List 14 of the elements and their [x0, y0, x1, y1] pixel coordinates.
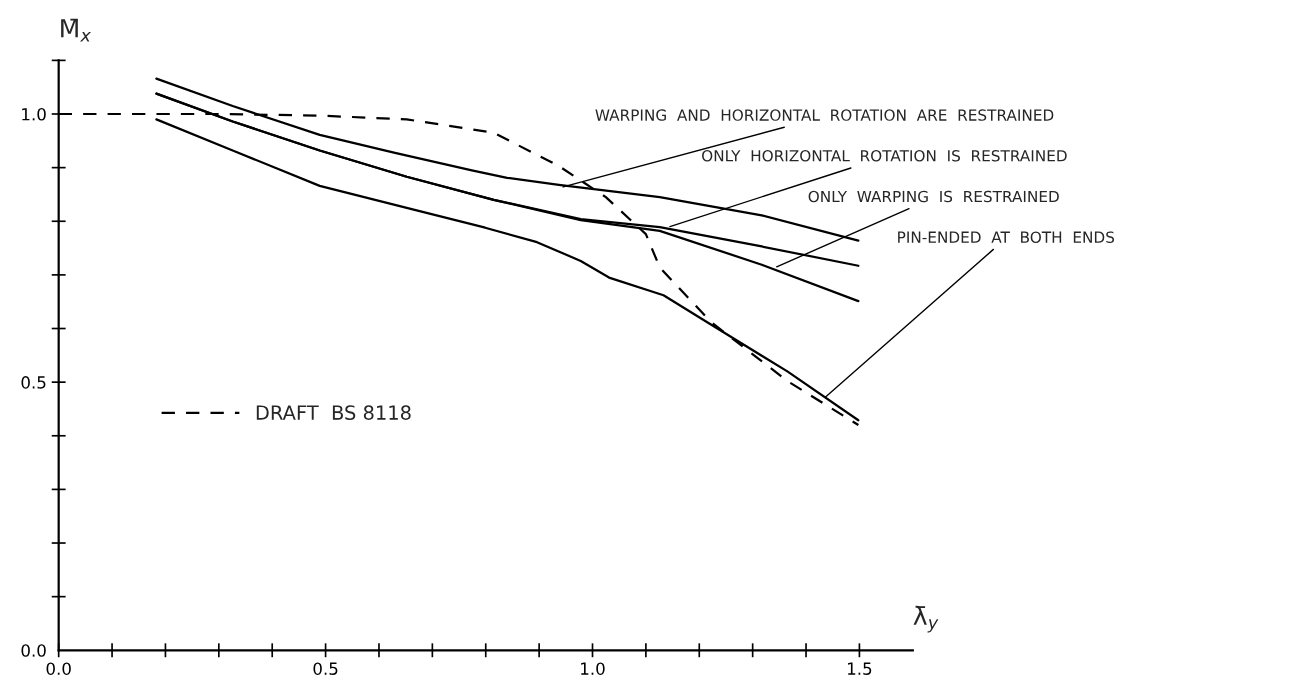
y-axis-title: M̄$_{x}$ — [61, 18, 91, 42]
y-tick-label: 0.5 — [21, 376, 46, 389]
x-tick-label: 1.5 — [848, 662, 872, 675]
x-axis-title: λ̄$_{y}$ — [913, 605, 939, 633]
annotation: ONLY WARPING IS RESTRAINED — [808, 190, 1059, 203]
annotation: ONLY HORIZONTAL ROTATION IS RESTRAINED — [702, 150, 1067, 162]
annotation: WARPING AND HORIZONTAL ROTATION ARE RESTRAINED — [595, 109, 1054, 121]
x-tick-label: 1.0 — [581, 662, 605, 675]
y-tick-label: 0.0 — [21, 644, 46, 657]
legend-label: DRAFT BS 8118 — [256, 405, 411, 420]
x-tick-label: 0.5 — [313, 662, 338, 675]
annotation: PIN-ENDED AT BOTH ENDS — [898, 231, 1115, 243]
y-tick-label: 1.0 — [22, 107, 46, 121]
x-tick-label: 0.0 — [46, 662, 71, 675]
